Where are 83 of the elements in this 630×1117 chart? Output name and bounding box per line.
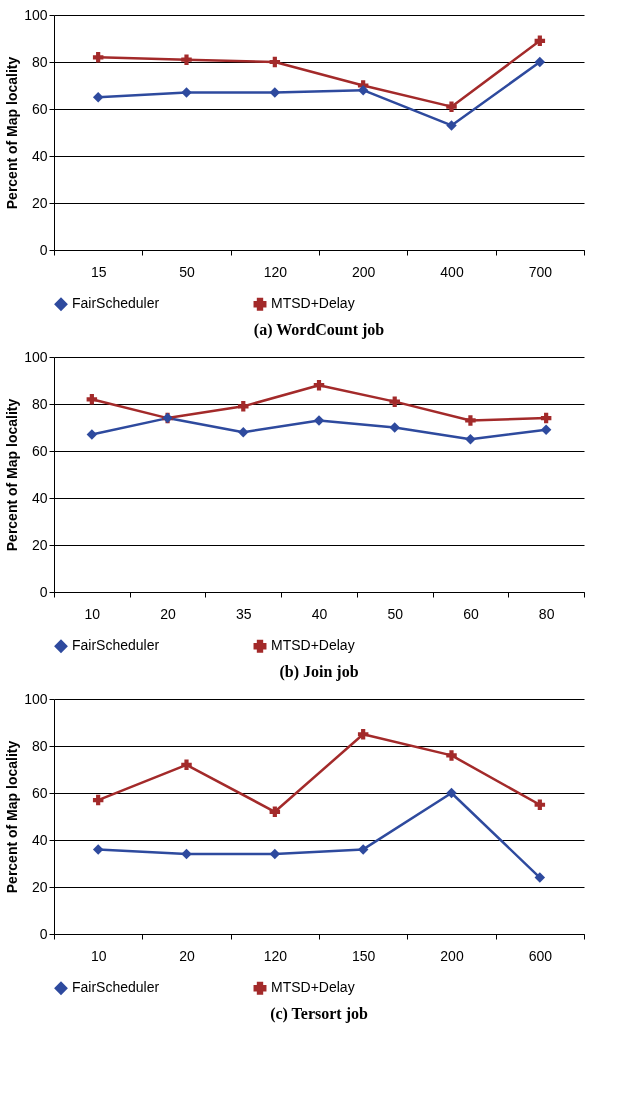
y-tick-label: 40 — [31, 147, 48, 164]
point — [269, 56, 281, 68]
legend-label: MTSD+Delay — [271, 637, 355, 654]
legend-label: MTSD+Delay — [271, 295, 355, 312]
x-tick-label: 50 — [387, 605, 404, 622]
point — [92, 52, 104, 63]
point — [446, 120, 457, 131]
x-tick-label: 400 — [440, 263, 464, 280]
x-tick-label: 60 — [463, 605, 479, 622]
point — [181, 87, 192, 98]
point — [540, 412, 552, 424]
x-tick-label: 35 — [236, 605, 252, 622]
point — [534, 56, 546, 68]
point — [181, 759, 192, 771]
x-tick-label: 50 — [179, 263, 195, 280]
point — [534, 35, 546, 47]
x-tick-label: 120 — [263, 263, 288, 280]
point — [357, 844, 369, 855]
y-tick-label: 80 — [31, 53, 48, 70]
y-tick-label: 40 — [31, 831, 48, 848]
x-tick-label: 80 — [538, 605, 555, 622]
point — [269, 806, 281, 818]
text: (a) WordCount job — [253, 321, 385, 339]
x-tick-label: 600 — [528, 947, 553, 964]
x-tick-label: 40 — [311, 605, 328, 622]
point — [357, 84, 369, 96]
point — [181, 848, 192, 860]
x-tick-label: 15 — [90, 263, 107, 280]
point — [269, 87, 281, 98]
point — [465, 434, 476, 445]
y-tick-label: 60 — [31, 784, 48, 801]
legend-label: FairScheduler — [72, 979, 160, 996]
point — [238, 401, 249, 412]
y-tick-label: 80 — [31, 737, 48, 754]
y-tick-label: 100 — [24, 6, 48, 23]
text: (c) Tersort job — [270, 1005, 368, 1023]
point — [446, 101, 457, 112]
y-tick-label: 100 — [24, 348, 48, 365]
point — [181, 54, 192, 65]
y-tick-label: 0 — [39, 241, 48, 258]
y-tick-label: 40 — [31, 489, 48, 506]
x-tick-label: 10 — [90, 947, 107, 964]
x-tick-label: 200 — [351, 263, 376, 280]
legend-label: MTSD+Delay — [271, 979, 355, 996]
x-tick-label: 120 — [263, 947, 288, 964]
point — [389, 422, 400, 433]
legend-label: FairScheduler — [72, 637, 160, 654]
y-tick-label: 60 — [31, 100, 48, 117]
x-tick-label: 20 — [179, 947, 195, 964]
y-tick-label: 20 — [31, 878, 48, 895]
y-tick-label: 0 — [39, 583, 48, 600]
y-tick-label: 20 — [31, 536, 48, 553]
y-axis-title: Percent of Map locality — [4, 398, 21, 552]
point — [446, 787, 457, 799]
x-tick-label: 150 — [351, 947, 376, 964]
point — [446, 750, 457, 761]
point — [313, 379, 325, 391]
point — [534, 872, 546, 883]
x-tick-label: 20 — [160, 605, 177, 622]
point — [389, 396, 400, 407]
point — [534, 799, 546, 810]
point — [238, 426, 249, 438]
y-axis-title: Percent of Map locality — [4, 740, 21, 894]
legend-label: FairScheduler — [72, 295, 160, 312]
x-tick-label: 700 — [528, 263, 553, 280]
text: (b) Join job — [279, 663, 359, 681]
point — [313, 415, 325, 426]
point — [92, 844, 104, 855]
y-tick-label: 60 — [31, 442, 48, 459]
point — [465, 415, 476, 426]
x-tick-label: 10 — [84, 605, 101, 622]
point — [92, 794, 104, 806]
point — [86, 394, 98, 405]
x-tick-label: 200 — [440, 947, 464, 964]
point — [86, 429, 98, 440]
y-tick-label: 0 — [39, 925, 48, 942]
y-tick-label: 100 — [24, 690, 48, 707]
point — [540, 424, 552, 436]
point — [92, 92, 104, 103]
y-tick-label: 20 — [31, 194, 48, 211]
y-axis-title: Percent of Map locality — [4, 56, 21, 210]
point — [357, 729, 369, 740]
y-tick-label: 80 — [31, 395, 48, 412]
